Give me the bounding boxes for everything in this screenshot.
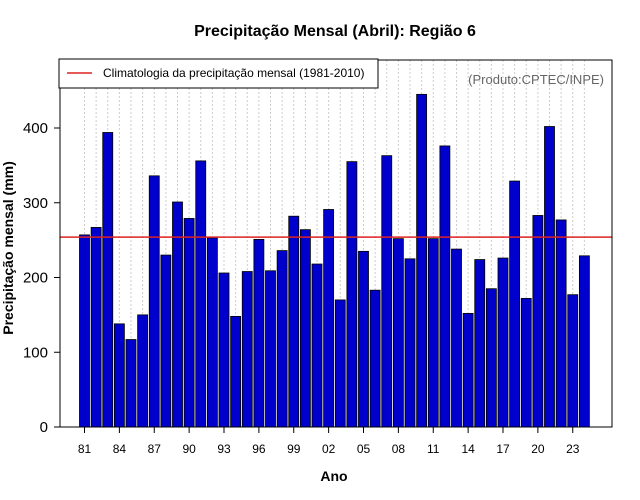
bar-2017 <box>497 257 509 428</box>
bar-2016 <box>485 288 497 428</box>
bar-1983 <box>102 132 114 428</box>
bar-2000 <box>299 229 311 428</box>
bar-1996 <box>253 238 265 428</box>
bar-2002 <box>323 209 335 428</box>
credit-text: (Produto:CPTEC/INPE) <box>468 72 604 87</box>
x-tick-label-1987: 87 <box>148 442 162 456</box>
y-tick-label-100: 100 <box>23 344 48 361</box>
bar-1994 <box>230 315 242 428</box>
legend-label: Climatologia da precipitação mensal (198… <box>103 66 364 80</box>
bar-1998 <box>276 250 288 428</box>
bar-2012 <box>439 145 451 428</box>
bar-2006 <box>369 289 381 428</box>
y-tick-label-0: 0 <box>40 419 48 436</box>
bar-2010 <box>416 93 428 428</box>
bar-2015 <box>474 259 486 428</box>
bar-2024 <box>578 255 590 428</box>
x-tick-label-2023: 23 <box>566 442 580 456</box>
x-tick-label-1993: 93 <box>217 442 231 456</box>
x-tick-label-2017: 17 <box>496 442 510 456</box>
x-tick-label-1996: 96 <box>252 442 266 456</box>
y-axis: 0 100 200 300 400 <box>23 120 60 436</box>
bar-1995 <box>241 271 253 428</box>
x-tick-label-2011: 11 <box>427 442 440 456</box>
bar-1982 <box>90 227 102 428</box>
bar-1997 <box>265 270 276 428</box>
bar-2007 <box>381 155 393 428</box>
legend-box <box>58 58 379 89</box>
bar-2004 <box>346 161 358 428</box>
bar-1990 <box>183 218 195 428</box>
bar-2018 <box>509 180 521 428</box>
bar-2008 <box>392 238 404 428</box>
bar-2001 <box>311 263 323 428</box>
y-tick-label-200: 200 <box>23 270 48 287</box>
x-tick-label-2014: 14 <box>461 442 475 456</box>
bar-2019 <box>520 298 532 428</box>
bar-1991 <box>195 160 207 428</box>
x-tick-label-1981: 81 <box>78 442 92 456</box>
x-tick-label-2002: 02 <box>322 442 336 456</box>
x-axis: 81 84 87 90 93 96 99 02 05 08 11 14 17 20 23 <box>78 427 580 456</box>
x-tick-label-1990: 90 <box>182 442 196 456</box>
bar-1985 <box>125 339 137 428</box>
legend: Climatologia da precipitação mensal (198… <box>58 58 379 89</box>
bar-1986 <box>137 314 149 428</box>
x-axis-label: Ano <box>320 468 347 484</box>
x-tick-label-1984: 84 <box>113 442 127 456</box>
bar-2020 <box>532 215 544 428</box>
bar-2003 <box>334 299 346 428</box>
bar-1984 <box>113 323 125 428</box>
bar-1988 <box>160 254 172 428</box>
bar-2022 <box>555 219 567 428</box>
bar-2021 <box>544 126 555 428</box>
bar-1993 <box>218 272 230 428</box>
bar-1999 <box>288 215 300 428</box>
bar-1989 <box>172 201 183 428</box>
bars <box>79 93 590 428</box>
bar-2005 <box>358 250 369 428</box>
x-tick-label-2005: 05 <box>357 442 371 456</box>
chart-title: Precipitação Mensal (Abril): Região 6 <box>194 23 476 40</box>
bar-2014 <box>462 312 474 428</box>
x-tick-label-1999: 99 <box>287 442 301 456</box>
bar-2013 <box>451 248 462 428</box>
x-tick-label-2020: 20 <box>531 442 545 456</box>
bar-2009 <box>404 258 416 428</box>
x-tick-label-2008: 08 <box>392 442 406 456</box>
bar-2023 <box>567 294 579 428</box>
bar-1992 <box>206 237 218 428</box>
bar-2011 <box>427 238 439 428</box>
y-axis-label: Precipitação mensal (mm) <box>0 161 16 335</box>
bar-1981 <box>79 234 90 428</box>
bar-1987 <box>148 175 160 428</box>
y-tick-label-400: 400 <box>23 120 48 137</box>
y-tick-label-300: 300 <box>23 195 48 212</box>
